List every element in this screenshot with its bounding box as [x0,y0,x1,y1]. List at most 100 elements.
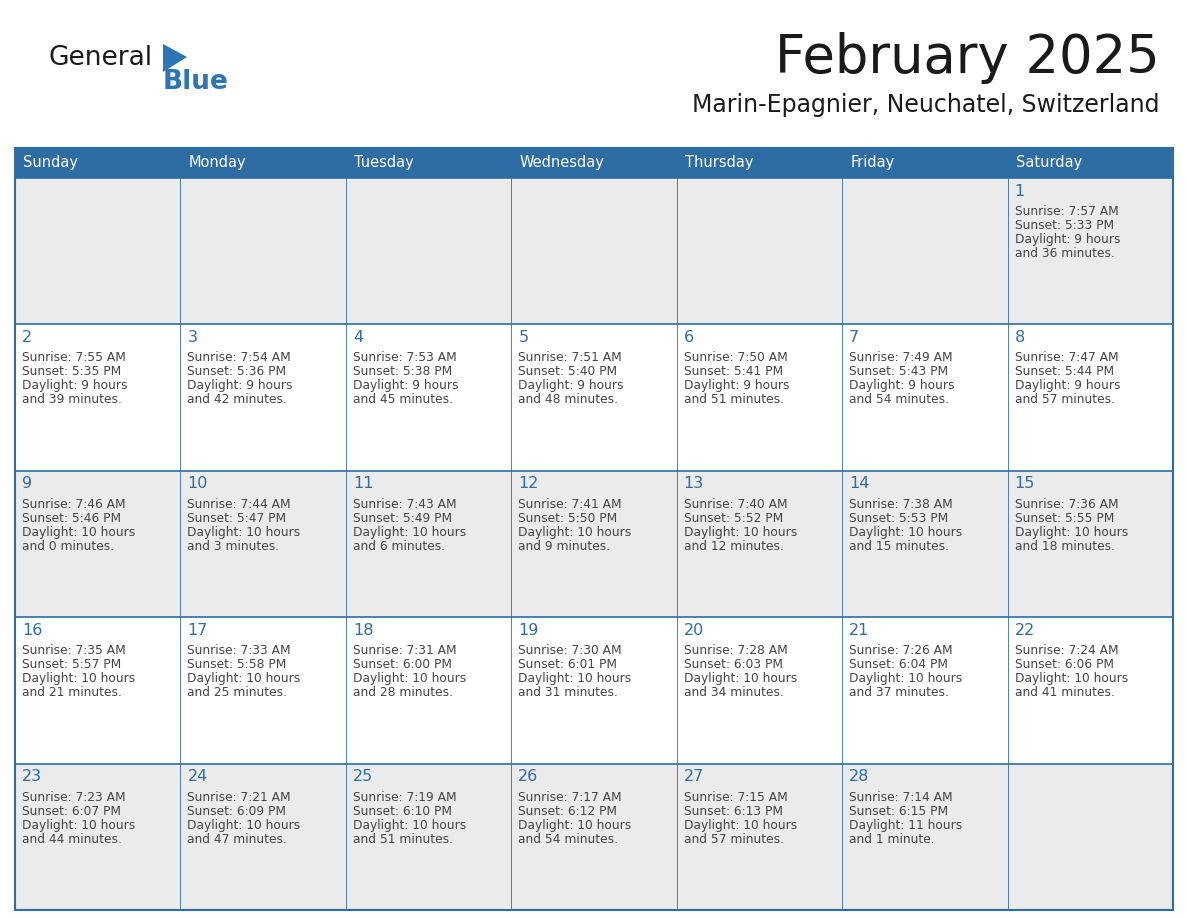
Text: Wednesday: Wednesday [519,155,605,171]
Text: Sunset: 5:53 PM: Sunset: 5:53 PM [849,512,948,525]
Text: Sunrise: 7:57 AM: Sunrise: 7:57 AM [1015,205,1118,218]
Text: Sunset: 5:35 PM: Sunset: 5:35 PM [23,365,121,378]
Text: Daylight: 10 hours: Daylight: 10 hours [23,526,135,539]
Text: Sunrise: 7:31 AM: Sunrise: 7:31 AM [353,644,456,657]
Text: Daylight: 10 hours: Daylight: 10 hours [518,526,632,539]
Bar [181,148,346,178]
Text: Daylight: 9 hours: Daylight: 9 hours [684,379,789,392]
Text: 2: 2 [23,330,32,345]
Text: and 15 minutes.: and 15 minutes. [849,540,949,553]
Text: Sunrise: 7:36 AM: Sunrise: 7:36 AM [1015,498,1118,510]
Text: Daylight: 10 hours: Daylight: 10 hours [188,672,301,685]
Text: and 21 minutes.: and 21 minutes. [23,686,122,700]
Bar [15,178,1173,324]
Text: Daylight: 9 hours: Daylight: 9 hours [353,379,459,392]
Text: Daylight: 10 hours: Daylight: 10 hours [353,819,466,832]
Text: Sunrise: 7:43 AM: Sunrise: 7:43 AM [353,498,456,510]
Bar [15,324,1173,471]
Text: and 45 minutes.: and 45 minutes. [353,394,453,407]
Text: Sunrise: 7:30 AM: Sunrise: 7:30 AM [518,644,621,657]
Text: Sunset: 6:07 PM: Sunset: 6:07 PM [23,804,121,818]
Bar [15,471,1173,617]
Text: Sunset: 5:49 PM: Sunset: 5:49 PM [353,512,451,525]
Bar [15,764,1173,910]
Text: Sunset: 6:15 PM: Sunset: 6:15 PM [849,804,948,818]
Text: Sunrise: 7:28 AM: Sunrise: 7:28 AM [684,644,788,657]
Bar [15,148,1173,910]
Bar [346,148,511,178]
Text: and 12 minutes.: and 12 minutes. [684,540,784,553]
Text: and 42 minutes.: and 42 minutes. [188,394,287,407]
Bar [677,148,842,178]
Text: Sunrise: 7:55 AM: Sunrise: 7:55 AM [23,352,126,364]
Text: Sunrise: 7:38 AM: Sunrise: 7:38 AM [849,498,953,510]
Text: Sunset: 5:41 PM: Sunset: 5:41 PM [684,365,783,378]
Text: Sunset: 5:43 PM: Sunset: 5:43 PM [849,365,948,378]
Text: and 57 minutes.: and 57 minutes. [1015,394,1114,407]
Text: Sunset: 5:50 PM: Sunset: 5:50 PM [518,512,618,525]
Text: Daylight: 9 hours: Daylight: 9 hours [188,379,293,392]
Text: 17: 17 [188,622,208,638]
Text: Daylight: 10 hours: Daylight: 10 hours [684,526,797,539]
Text: 19: 19 [518,622,538,638]
Text: 23: 23 [23,769,42,784]
Text: 12: 12 [518,476,538,491]
Text: Monday: Monday [189,155,246,171]
Text: Friday: Friday [851,155,895,171]
Text: Sunset: 5:38 PM: Sunset: 5:38 PM [353,365,453,378]
Polygon shape [163,44,187,72]
Text: 7: 7 [849,330,859,345]
Text: Daylight: 10 hours: Daylight: 10 hours [188,526,301,539]
Text: Daylight: 10 hours: Daylight: 10 hours [684,819,797,832]
Text: Daylight: 10 hours: Daylight: 10 hours [23,672,135,685]
Text: Daylight: 10 hours: Daylight: 10 hours [1015,672,1127,685]
Text: Daylight: 10 hours: Daylight: 10 hours [849,672,962,685]
Text: Sunset: 6:01 PM: Sunset: 6:01 PM [518,658,618,671]
Text: Sunset: 5:46 PM: Sunset: 5:46 PM [23,512,121,525]
Bar [15,148,181,178]
Text: Daylight: 9 hours: Daylight: 9 hours [518,379,624,392]
Text: General: General [48,45,152,71]
Text: 21: 21 [849,622,870,638]
Text: Sunset: 5:36 PM: Sunset: 5:36 PM [188,365,286,378]
Text: Sunrise: 7:24 AM: Sunrise: 7:24 AM [1015,644,1118,657]
Text: Sunset: 6:10 PM: Sunset: 6:10 PM [353,804,451,818]
Text: Sunrise: 7:35 AM: Sunrise: 7:35 AM [23,644,126,657]
Text: 8: 8 [1015,330,1025,345]
Text: Sunrise: 7:21 AM: Sunrise: 7:21 AM [188,790,291,803]
Text: and 51 minutes.: and 51 minutes. [684,394,784,407]
Text: Sunset: 5:52 PM: Sunset: 5:52 PM [684,512,783,525]
Text: Sunset: 6:13 PM: Sunset: 6:13 PM [684,804,783,818]
Text: 5: 5 [518,330,529,345]
Text: February 2025: February 2025 [776,32,1159,84]
Text: Sunrise: 7:51 AM: Sunrise: 7:51 AM [518,352,623,364]
Text: Thursday: Thursday [684,155,753,171]
Text: Sunset: 6:00 PM: Sunset: 6:00 PM [353,658,451,671]
Text: Sunrise: 7:40 AM: Sunrise: 7:40 AM [684,498,788,510]
Text: and 3 minutes.: and 3 minutes. [188,540,279,553]
Text: Sunset: 5:57 PM: Sunset: 5:57 PM [23,658,121,671]
Text: Sunset: 5:33 PM: Sunset: 5:33 PM [1015,219,1113,232]
Text: 13: 13 [684,476,704,491]
Text: and 57 minutes.: and 57 minutes. [684,833,784,845]
Text: 20: 20 [684,622,704,638]
Text: Sunrise: 7:47 AM: Sunrise: 7:47 AM [1015,352,1118,364]
Text: and 9 minutes.: and 9 minutes. [518,540,611,553]
Text: and 39 minutes.: and 39 minutes. [23,394,122,407]
Text: Sunrise: 7:19 AM: Sunrise: 7:19 AM [353,790,456,803]
Text: and 25 minutes.: and 25 minutes. [188,686,287,700]
Text: Sunrise: 7:54 AM: Sunrise: 7:54 AM [188,352,291,364]
Text: 9: 9 [23,476,32,491]
Text: Sunrise: 7:44 AM: Sunrise: 7:44 AM [188,498,291,510]
Text: Marin-Epagnier, Neuchatel, Switzerland: Marin-Epagnier, Neuchatel, Switzerland [693,93,1159,117]
Text: 11: 11 [353,476,373,491]
Bar [511,148,677,178]
Text: Sunrise: 7:49 AM: Sunrise: 7:49 AM [849,352,953,364]
Text: Sunrise: 7:17 AM: Sunrise: 7:17 AM [518,790,621,803]
Text: Daylight: 9 hours: Daylight: 9 hours [1015,233,1120,246]
Text: 26: 26 [518,769,538,784]
Text: Daylight: 10 hours: Daylight: 10 hours [1015,526,1127,539]
Text: 15: 15 [1015,476,1035,491]
Text: 6: 6 [684,330,694,345]
Text: Blue: Blue [163,69,229,95]
